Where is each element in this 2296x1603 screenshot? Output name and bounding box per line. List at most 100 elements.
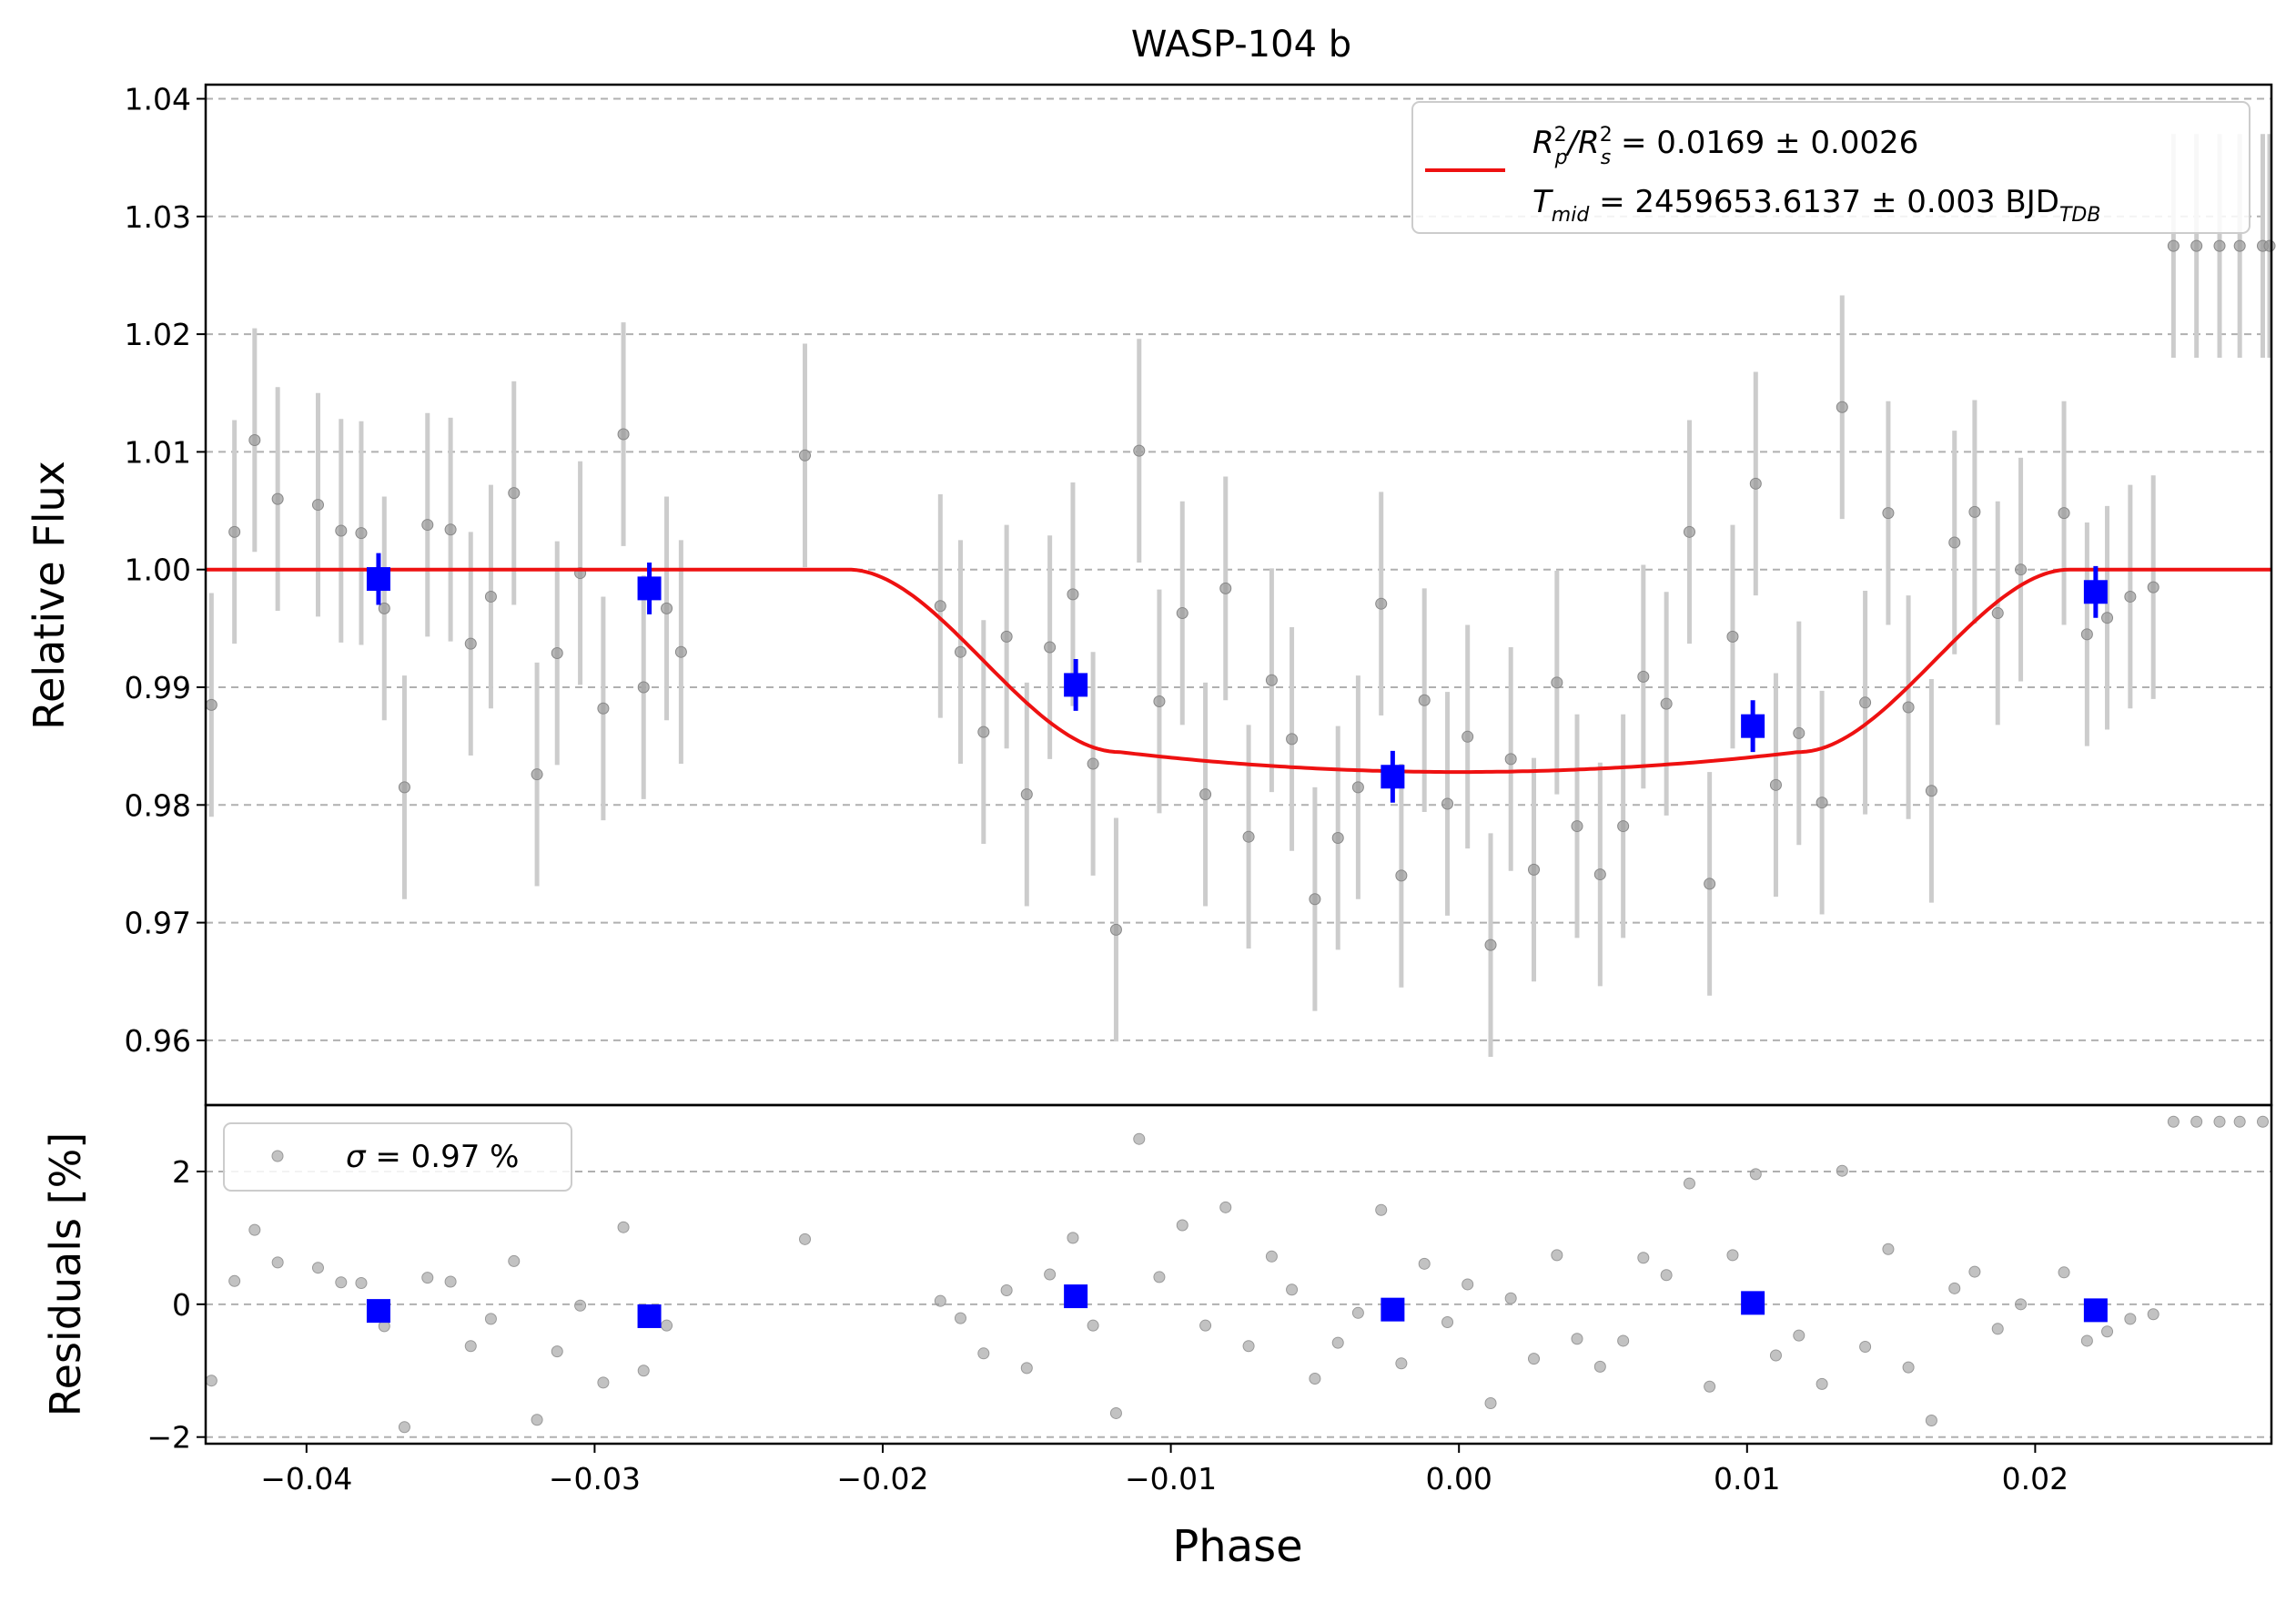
residuals-data-point: [271, 1256, 284, 1269]
residuals-data-point: [1836, 1164, 1848, 1177]
flux-data-point: [954, 645, 966, 658]
residuals-data-point: [1991, 1323, 2004, 1335]
legend-r-symbol: R: [1532, 125, 1554, 161]
residuals-data-point: [2257, 1115, 2270, 1128]
residuals-data-point: [1000, 1284, 1013, 1297]
residuals-legend-text: σ = 0.97 %: [346, 1139, 519, 1175]
flux-data-point: [637, 681, 650, 694]
residuals-data-point: [2190, 1115, 2203, 1128]
flux-y-tick-label: 0.98: [125, 787, 191, 823]
flux-data-point: [464, 637, 477, 650]
flux-y-tick-label: 1.00: [125, 553, 191, 588]
flux-data-point: [1551, 676, 1563, 689]
flux-binned-point: [366, 567, 390, 592]
flux-legend-box: [1411, 101, 2250, 234]
residuals-data-point: [531, 1414, 543, 1426]
sigma-value: = 0.97 %: [366, 1139, 520, 1175]
flux-data-point: [674, 645, 687, 658]
residuals-data-point: [1044, 1268, 1057, 1281]
x-tick-label: 0.01: [1714, 1461, 1780, 1496]
residuals-data-point: [1925, 1414, 1937, 1426]
residuals-data-point: [1351, 1306, 1364, 1319]
flux-y-tick-label: 1.03: [125, 199, 191, 235]
residuals-data-point: [799, 1233, 812, 1245]
residuals-data-point: [1395, 1357, 1408, 1370]
flux-data-point: [398, 781, 410, 794]
flux-data-point: [1571, 820, 1583, 833]
residuals-y-axis-label: Residuals [%]: [41, 1132, 90, 1416]
flux-data-point: [1441, 797, 1454, 810]
flux-panel: 0.960.970.980.991.001.011.021.031.04 R2 p…: [25, 82, 2276, 1107]
residuals-data-point: [551, 1345, 563, 1358]
residuals-data-point: [1571, 1333, 1583, 1345]
residuals-data-point: [1902, 1361, 1915, 1374]
flux-data-point: [2101, 612, 2114, 624]
residuals-data-point: [1726, 1249, 1739, 1262]
residuals-binned-points: [366, 1284, 2108, 1328]
residuals-data-point: [508, 1254, 521, 1267]
flux-data-point: [1199, 788, 1212, 801]
flux-data-point: [335, 524, 348, 537]
flux-data-point: [2263, 239, 2276, 252]
flux-data-point: [205, 698, 217, 711]
residuals-binned-point: [2083, 1298, 2108, 1323]
residuals-x-ticks: −0.04 −0.03 −0.02 −0.01 0.00 0.01 0.02: [260, 1444, 2068, 1496]
residuals-data-point: [1441, 1316, 1454, 1329]
transit-model-curve: [206, 567, 2271, 775]
flux-data-point: [1462, 730, 1474, 743]
flux-data-point: [799, 449, 812, 462]
residuals-data-point: [1331, 1336, 1344, 1349]
flux-y-tick-label: 1.04: [125, 82, 191, 117]
residuals-data-point: [2233, 1115, 2246, 1128]
flux-data-point: [2213, 239, 2226, 252]
residuals-data-point: [1265, 1250, 1278, 1263]
flux-data-point: [1484, 938, 1497, 951]
residuals-data-point: [1067, 1232, 1079, 1244]
flux-data-point: [1769, 778, 1782, 791]
residuals-data-point: [954, 1312, 966, 1324]
flux-data-point: [1331, 831, 1344, 844]
flux-data-point: [531, 768, 543, 781]
residuals-data-point: [934, 1294, 946, 1307]
residuals-data-point: [311, 1262, 324, 1274]
flux-data-point: [1265, 674, 1278, 686]
flux-data-point: [1528, 863, 1541, 876]
legend-rs-sup: 2: [1600, 124, 1613, 147]
x-tick-label: 0.02: [2002, 1461, 2068, 1496]
flux-data-points: [205, 239, 2276, 951]
residuals-data-point: [2015, 1298, 2028, 1311]
flux-data-point: [2233, 239, 2246, 252]
flux-data-point: [1351, 781, 1364, 794]
residuals-y-tick-label: 2: [172, 1154, 191, 1190]
flux-data-point: [1660, 697, 1673, 710]
flux-binned-point: [2083, 580, 2108, 604]
residuals-binned-point: [1381, 1297, 1405, 1322]
flux-data-point: [597, 702, 610, 715]
residuals-data-point: [1109, 1406, 1122, 1419]
flux-data-point: [1637, 670, 1650, 683]
flux-legend-line2: Tmid = 2459653.6137 ± 0.003 BJDTDB: [1532, 184, 2100, 227]
legend-tdb-sub: TDB: [2059, 204, 2100, 227]
flux-legend: R2 p/R2 s = 0.0169 ± 0.0026 Tmid = 2459653…: [1411, 101, 2250, 234]
residuals-data-point: [1484, 1397, 1497, 1410]
flux-data-point: [661, 602, 673, 614]
flux-data-point: [2080, 628, 2093, 641]
residuals-data-point: [1153, 1271, 1166, 1283]
flux-data-point: [1044, 641, 1057, 654]
residuals-data-point: [398, 1421, 410, 1434]
legend-r-slash: /R: [1565, 125, 1600, 161]
legend-t-symbol: T: [1532, 184, 1553, 220]
residuals-data-point: [1309, 1373, 1321, 1385]
flux-y-ticks: 0.96 0.97 0.98 0.99 1.00 1.01 1.02 1.03 1.04: [125, 82, 206, 1059]
residuals-data-point: [484, 1313, 497, 1325]
residuals-data-point: [1528, 1353, 1541, 1365]
flux-data-point: [1726, 630, 1739, 643]
residuals-data-point: [335, 1276, 348, 1289]
flux-data-point: [2167, 239, 2180, 252]
flux-data-point: [1749, 477, 1762, 490]
flux-data-point: [1617, 820, 1630, 833]
flux-binned-point: [1741, 714, 1765, 738]
residuals-data-point: [1882, 1243, 1895, 1255]
residuals-binned-point: [1064, 1284, 1088, 1309]
residuals-data-point: [2167, 1115, 2180, 1128]
